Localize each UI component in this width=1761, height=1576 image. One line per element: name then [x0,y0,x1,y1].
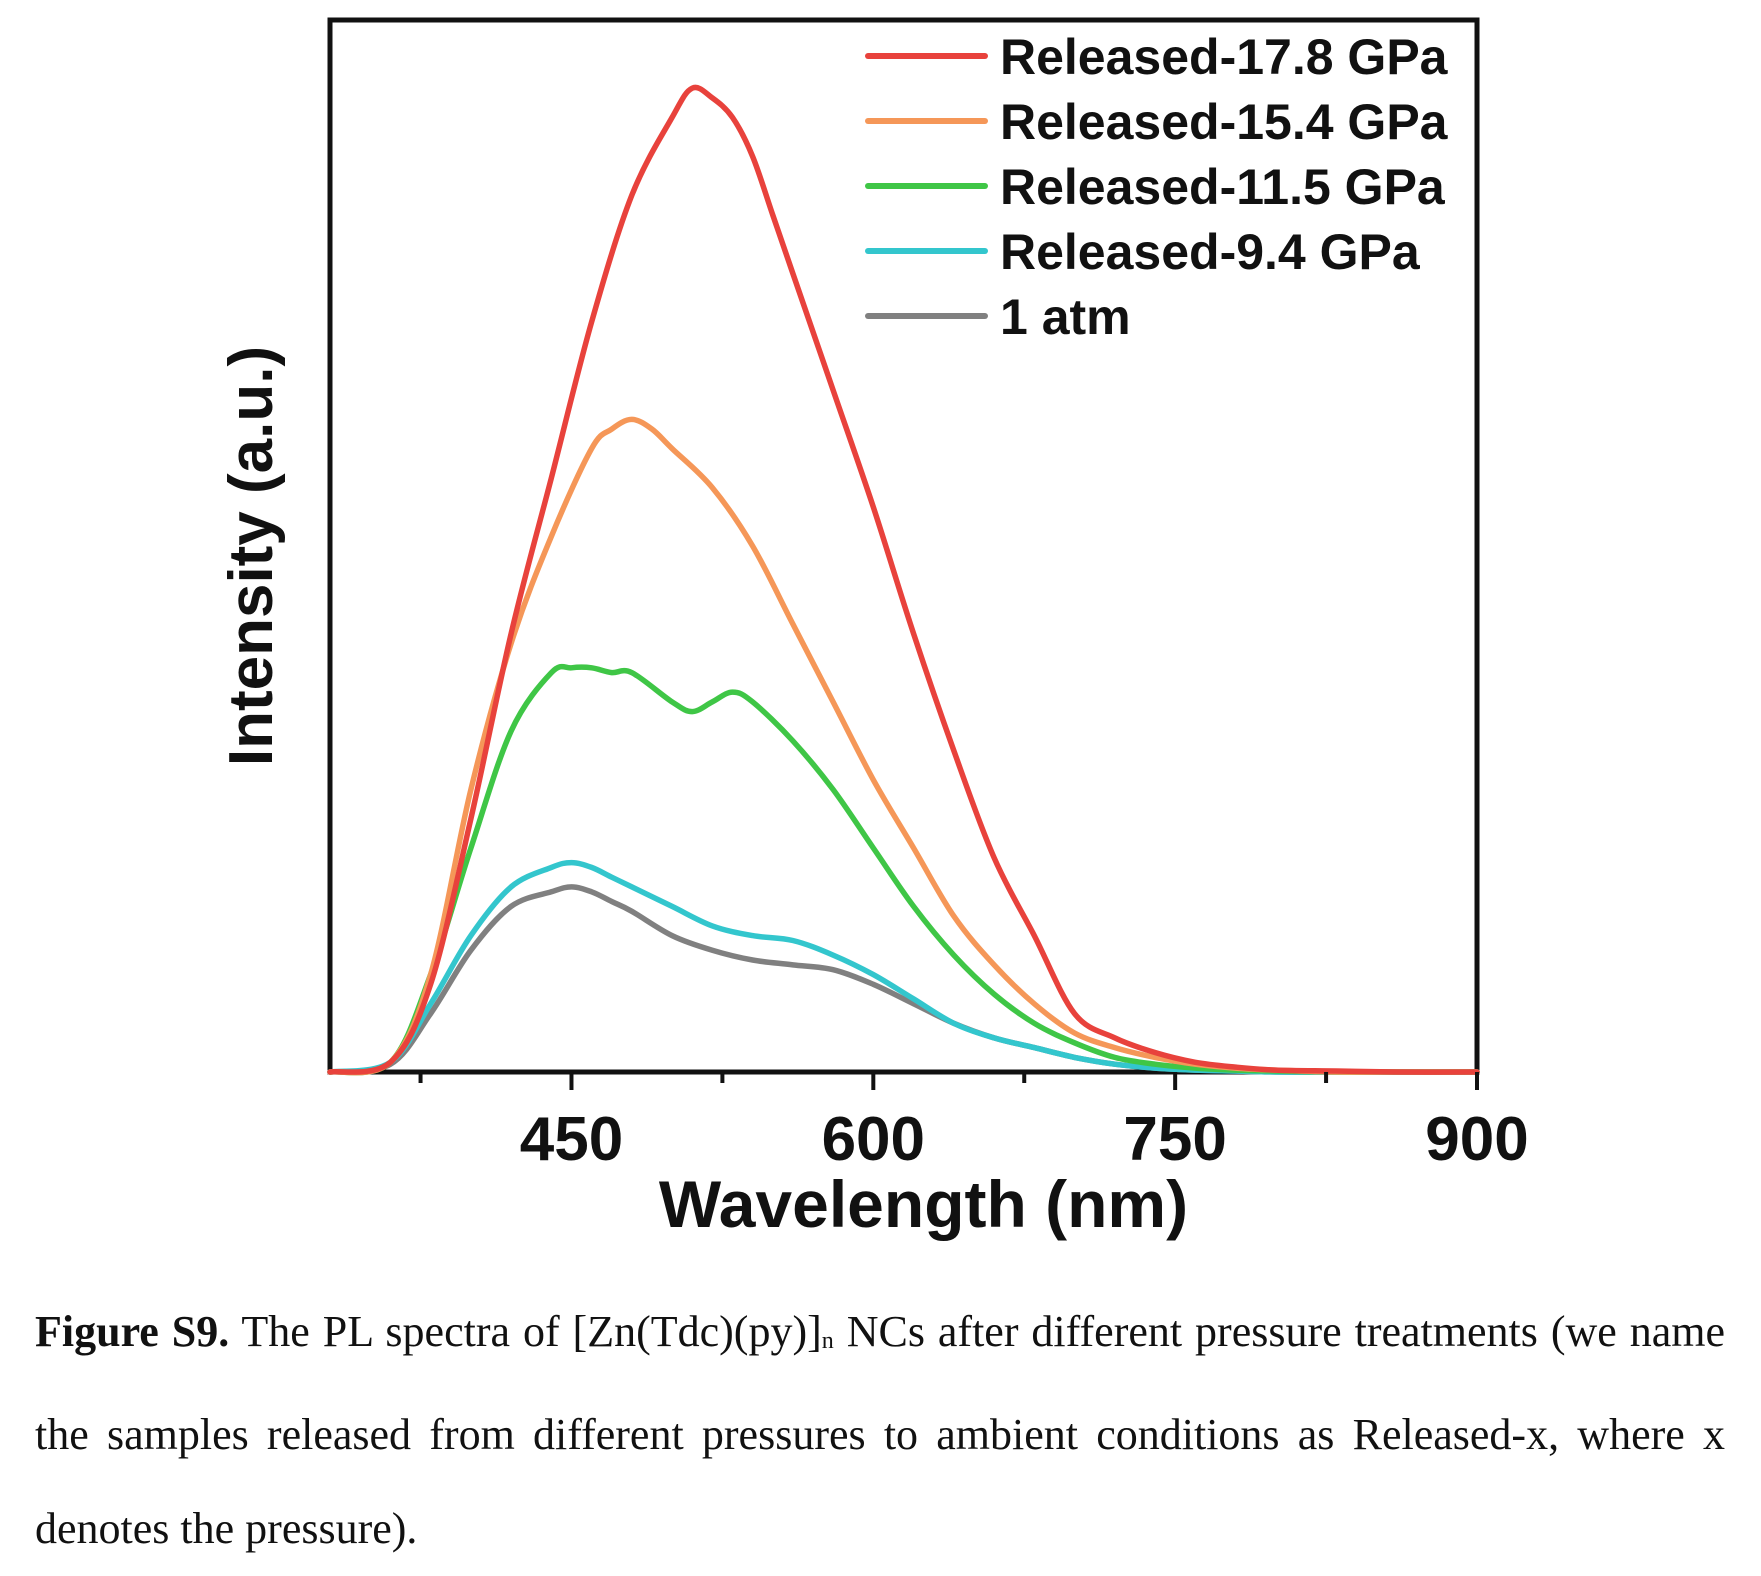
x-axis-label: Wavelength (nm) [659,1167,1188,1241]
x-tick-label-450: 450 [520,1105,623,1174]
y-axis-label: Intensity (a.u.) [217,346,286,766]
figure: 450 600 750 900 Wavelength (nm) Intensity (a.… [35,17,1725,1553]
series-lines [327,84,1480,1076]
legend-label-2: Released-11.5 GPa [1000,159,1446,215]
legend-label-0: Released-17.8 GPa [1000,29,1449,85]
x-tick-label-600: 600 [822,1105,925,1174]
figure-caption: Figure S9. The PL spectra of [Zn(Tdc)(py… [35,1285,1725,1576]
axes: 450 600 750 900 Wavelength (nm) Intensity (a.… [217,346,1529,1241]
x-tick-label-900: 900 [1425,1105,1528,1174]
pl-spectra-chart: 450 600 750 900 Wavelength (nm) Intensity (a.… [217,17,1529,1241]
caption-text-1: The PL spectra of [Zn(Tdc)(py)] [229,1307,822,1356]
series-line-released-17-8-gpa [327,84,1480,1075]
caption-text-2: NCs after different pressure treatments … [35,1307,1726,1553]
legend-label-3: Released-9.4 GPa [1000,224,1421,280]
legend-label-1: Released-15.4 GPa [1000,94,1449,150]
series-line-released-11-5-gpa [327,663,1480,1076]
x-tick-label-750: 750 [1123,1105,1226,1174]
legend: Released-17.8 GPa Released-15.4 GPa Releas… [865,29,1449,345]
legend-label-4: 1 atm [1000,289,1131,345]
caption-subscript: n [821,1328,834,1354]
caption-lead: Figure S9. [35,1307,230,1356]
